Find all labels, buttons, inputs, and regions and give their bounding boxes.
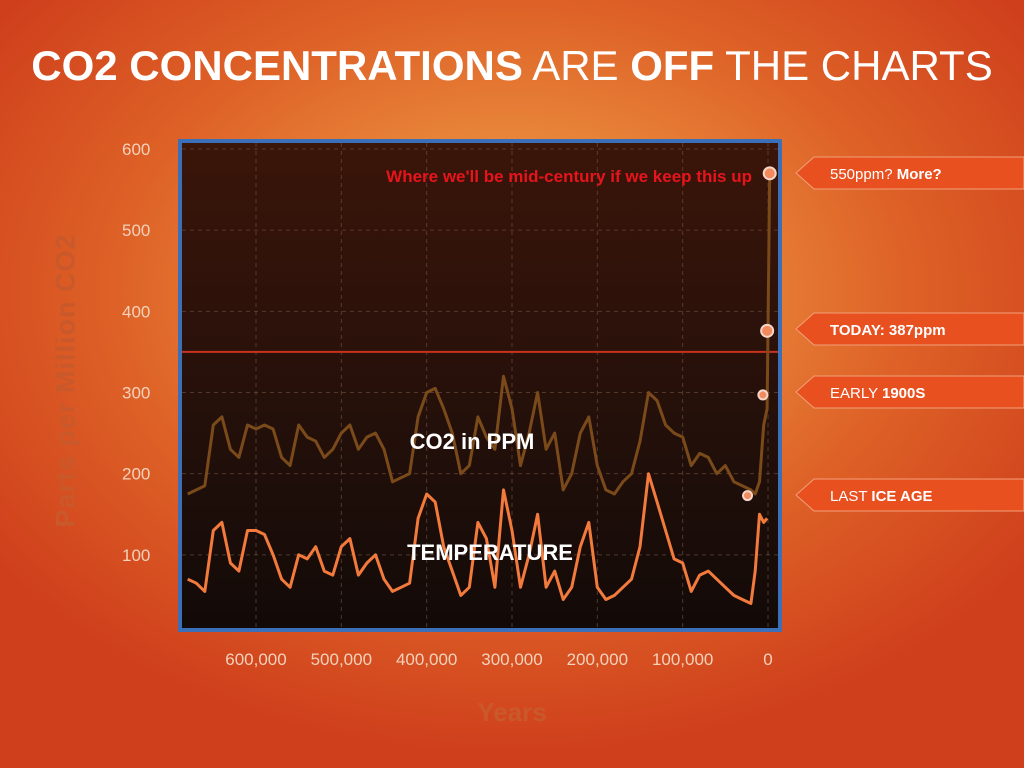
- y-tick-label: 400: [122, 302, 150, 321]
- data-marker: [757, 389, 769, 401]
- page-title: CO2 CONCENTRATIONS ARE OFF THE CHARTS: [0, 38, 1024, 94]
- title-part-4: THE CHARTS: [725, 42, 993, 89]
- x-tick-label: 0: [763, 650, 772, 669]
- callout-2: TODAY: 387ppm: [795, 312, 1024, 346]
- callout-label: 550ppm? More?: [830, 166, 942, 183]
- callout-arrow: [795, 312, 1024, 346]
- x-tick-label: 300,000: [481, 650, 542, 669]
- data-marker: [762, 166, 777, 181]
- y-tick-label: 100: [122, 546, 150, 565]
- callout-bold-text: TODAY: 387ppm: [830, 322, 946, 339]
- callout-bold-text: ICE AGE: [871, 488, 932, 505]
- x-tick-label: 500,000: [311, 650, 372, 669]
- data-marker: [742, 490, 754, 502]
- callout-arrow: [795, 478, 1024, 512]
- callout-3: EARLY 1900S: [795, 375, 1024, 409]
- co2-series-label: CO2 in PPM: [410, 429, 535, 454]
- callout-1: 550ppm? More?: [795, 156, 1024, 190]
- title-part-3: OFF: [630, 42, 715, 89]
- callout-normal-text: 550ppm?: [830, 166, 897, 183]
- callout-arrow: [795, 375, 1024, 409]
- callout-bold-text: 1900S: [882, 385, 925, 402]
- y-tick-label: 300: [122, 384, 150, 403]
- x-tick-label: 100,000: [652, 650, 713, 669]
- temperature-series-label: TEMPERATURE: [407, 540, 573, 565]
- callout-4: LAST ICE AGE: [795, 478, 1024, 512]
- x-tick-label: 400,000: [396, 650, 457, 669]
- co2-series-line: [187, 173, 772, 496]
- y-tick-label: 600: [122, 140, 150, 159]
- plot-area: [178, 139, 782, 632]
- title-part-2: ARE: [532, 42, 619, 89]
- callout-bold-text: More?: [897, 166, 942, 183]
- callout-label: LAST ICE AGE: [830, 488, 933, 505]
- x-tick-label: 200,000: [567, 650, 628, 669]
- y-tick-label: 200: [122, 465, 150, 484]
- temperature-series-line: [187, 472, 769, 605]
- x-axis-label: Years: [477, 697, 547, 727]
- projection-annotation: Where we'll be mid-century if we keep th…: [386, 167, 752, 186]
- callout-normal-text: EARLY: [830, 385, 882, 402]
- title-part-1: CO2 CONCENTRATIONS: [31, 42, 523, 89]
- callout-arrow: [795, 156, 1024, 190]
- callout-label: EARLY 1900S: [830, 385, 925, 402]
- data-marker: [760, 323, 775, 338]
- callout-normal-text: LAST: [830, 488, 871, 505]
- callout-label: TODAY: 387ppm: [830, 322, 946, 339]
- y-tick-label: 500: [122, 221, 150, 240]
- x-tick-label: 600,000: [225, 650, 286, 669]
